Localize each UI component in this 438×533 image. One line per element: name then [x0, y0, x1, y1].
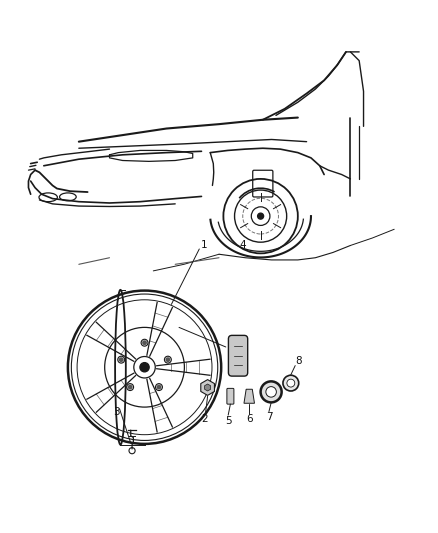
Circle shape: [128, 385, 132, 389]
Circle shape: [155, 384, 162, 391]
Text: 6: 6: [246, 415, 253, 424]
Circle shape: [166, 358, 170, 361]
Text: 3: 3: [113, 407, 120, 417]
Text: 5: 5: [225, 416, 232, 426]
FancyBboxPatch shape: [229, 335, 248, 376]
FancyBboxPatch shape: [227, 389, 234, 404]
Circle shape: [141, 340, 148, 346]
Circle shape: [261, 382, 282, 402]
Circle shape: [266, 386, 276, 397]
Text: 2: 2: [201, 415, 208, 424]
Circle shape: [283, 375, 299, 391]
Circle shape: [120, 358, 123, 361]
Circle shape: [157, 385, 161, 389]
Circle shape: [143, 341, 146, 344]
Circle shape: [164, 356, 171, 363]
Polygon shape: [244, 389, 254, 403]
Text: 7: 7: [265, 413, 272, 422]
Text: 1: 1: [200, 240, 207, 251]
Text: 8: 8: [295, 356, 302, 366]
Circle shape: [118, 356, 125, 363]
Circle shape: [258, 213, 264, 219]
Circle shape: [287, 379, 295, 387]
Circle shape: [140, 362, 149, 372]
Circle shape: [127, 384, 134, 391]
Text: 4: 4: [240, 240, 247, 249]
